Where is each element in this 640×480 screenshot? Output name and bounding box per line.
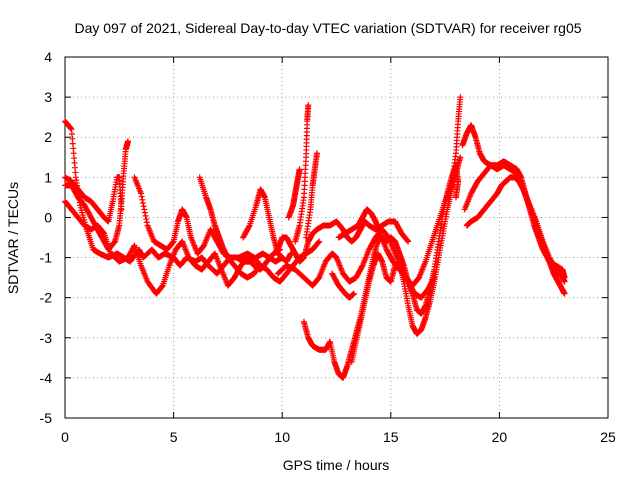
y-tick-label: 1	[44, 169, 52, 185]
data-point	[404, 237, 411, 244]
data-point	[138, 193, 145, 200]
data-point	[100, 229, 107, 236]
data-point	[139, 200, 146, 207]
data-point	[142, 212, 149, 219]
data-point	[138, 190, 145, 197]
data-point	[118, 206, 125, 213]
data-point	[140, 203, 147, 210]
x-tick-label: 20	[492, 429, 508, 445]
data-point	[143, 219, 150, 226]
data-series	[62, 94, 568, 381]
x-tick-labels: 0 5 10 15 20 25	[61, 429, 616, 445]
series-track-h	[274, 218, 412, 265]
x-tick-label: 10	[274, 429, 290, 445]
series-track-q	[463, 174, 568, 297]
y-tick-label: 4	[44, 49, 52, 65]
y-tick-label: 2	[44, 129, 52, 145]
data-point	[169, 239, 176, 246]
data-point	[141, 209, 148, 216]
data-point	[315, 239, 322, 246]
y-tick-labels: -5 -4 -3 -2 -1 0 1 2 3 4	[40, 49, 53, 426]
y-tick-label: -2	[40, 290, 53, 306]
series-track-k	[285, 166, 303, 221]
data-point	[67, 125, 74, 132]
y-tick-label: -3	[40, 330, 53, 346]
series-track-a	[62, 118, 264, 277]
data-point	[316, 238, 323, 245]
series-track-c	[62, 174, 125, 225]
y-axis-label: SDTVAR / TECUs	[5, 182, 21, 294]
y-tick-label: 3	[44, 89, 52, 105]
data-point	[159, 283, 166, 290]
y-tick-label: -4	[40, 370, 53, 386]
axis-ticks	[64, 56, 609, 419]
y-tick-label: 0	[44, 209, 52, 225]
y-tick-label: -5	[40, 410, 53, 426]
data-point	[143, 216, 150, 223]
data-point	[124, 138, 131, 145]
data-point	[139, 196, 146, 203]
x-axis-label: GPS time / hours	[283, 457, 390, 473]
plot-frame	[64, 56, 609, 419]
data-point	[245, 223, 252, 230]
y-tick-label: -1	[40, 250, 53, 266]
x-tick-label: 5	[170, 429, 178, 445]
x-tick-label: 25	[600, 429, 616, 445]
x-tick-label: 0	[61, 429, 69, 445]
chart-title: Day 097 of 2021, Sidereal Day-to-day VTE…	[74, 20, 581, 36]
x-tick-label: 15	[383, 429, 399, 445]
series-track-g	[240, 186, 294, 265]
data-point	[141, 206, 148, 213]
data-point	[405, 238, 412, 245]
